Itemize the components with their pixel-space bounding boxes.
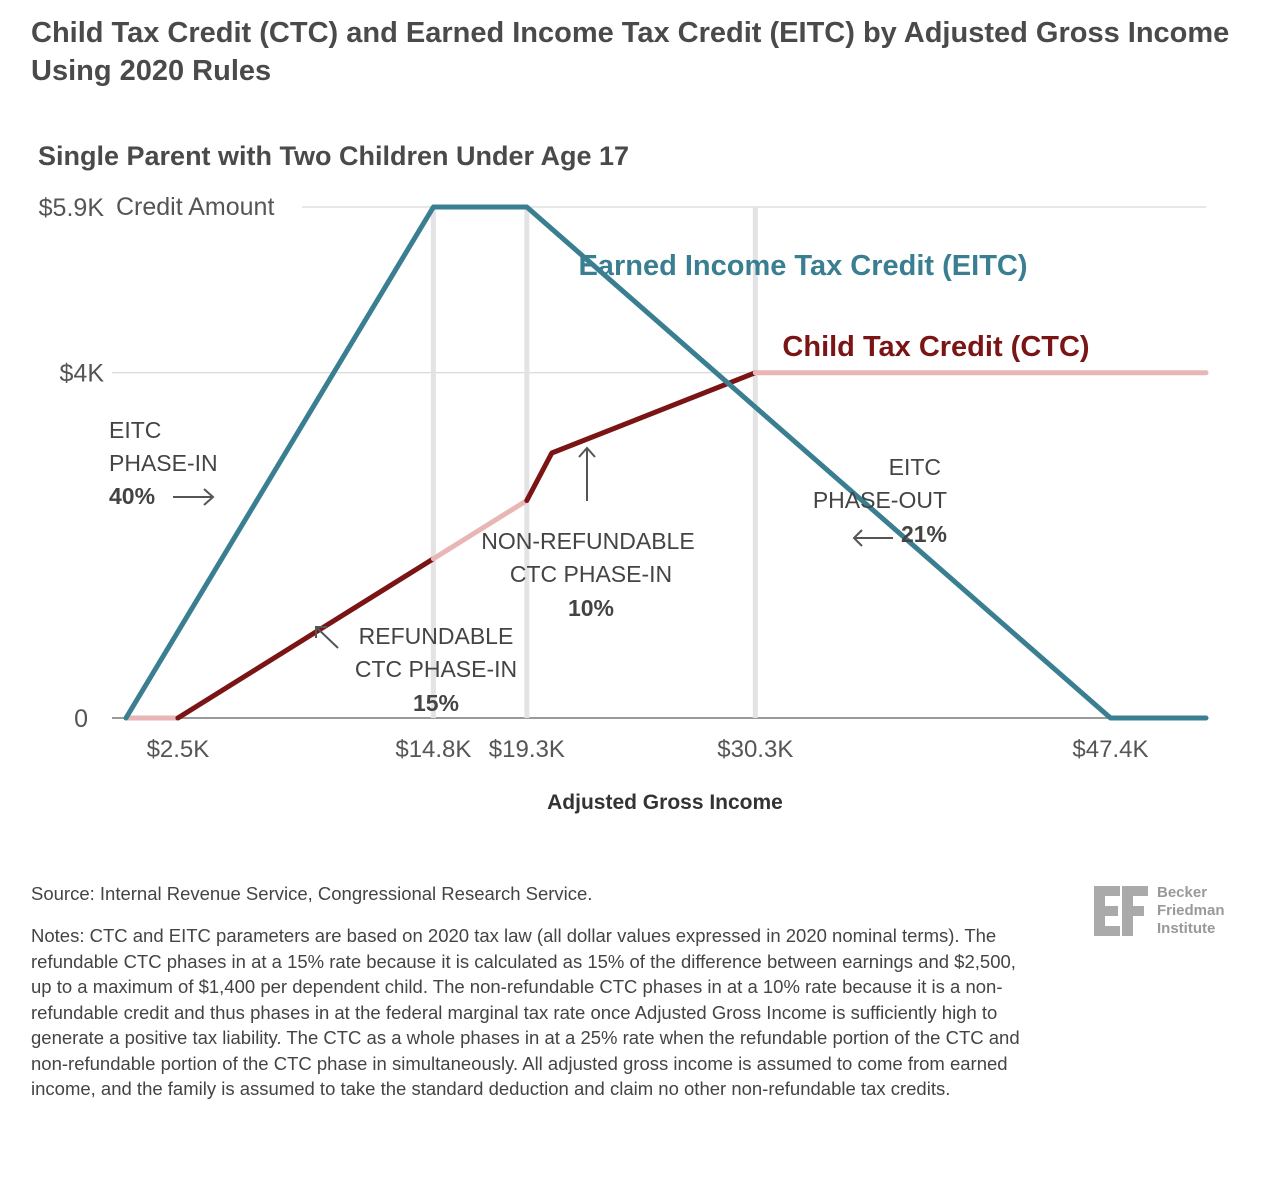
y-tick-label: $4K — [60, 360, 105, 388]
arrow-left-icon — [852, 529, 893, 547]
annotation-nonrefundable: NON-REFUNDABLE CTC PHASE-IN 10% — [481, 446, 695, 621]
eitc-phase-out-line2: PHASE-OUT — [813, 487, 947, 513]
legend-eitc: Earned Income Tax Credit (EITC) — [578, 250, 1027, 282]
chart: Single Parent with Two Children Under Ag… — [38, 141, 1209, 814]
ctc-line-segment — [524, 370, 758, 503]
annotation-refundable: REFUNDABLE CTC PHASE-IN 15% — [315, 623, 517, 716]
x-tick-labels: $2.5K $14.8K $19.3K $30.3K $47.4K — [147, 736, 1149, 763]
arrow-right-icon — [173, 488, 215, 506]
bfi-logo: Becker Friedman Institute — [1092, 882, 1262, 942]
ctc-line-segment — [175, 556, 436, 721]
logo-word-3: Institute — [1157, 920, 1216, 937]
notes-text: Notes: CTC and EITC parameters are based… — [31, 925, 1020, 1099]
y-tick-labels: 0 $4K $5.9K — [39, 194, 105, 733]
nonrefundable-line1: NON-REFUNDABLE — [481, 528, 694, 554]
annotation-eitc-phase-in: EITC PHASE-IN 40% — [109, 417, 218, 509]
x-axis-label: Adjusted Gross Income — [547, 791, 783, 814]
x-tick-label: $19.3K — [489, 736, 565, 763]
logo-word-1: Becker — [1157, 884, 1208, 901]
x-tick-label: $30.3K — [717, 736, 793, 763]
refundable-rate: 15% — [413, 690, 459, 716]
legend-ctc: Child Tax Credit (CTC) — [782, 331, 1089, 363]
eitc-phase-out-line1: EITC — [889, 454, 941, 480]
nonrefundable-line2: CTC PHASE-IN — [510, 561, 672, 587]
source-note: Source: Internal Revenue Service, Congre… — [31, 883, 593, 904]
eitc-phase-in-line2: PHASE-IN — [109, 450, 218, 476]
nonrefundable-rate: 10% — [568, 595, 614, 621]
eitc-phase-in-line1: EITC — [109, 417, 161, 443]
x-tick-label: $14.8K — [395, 736, 471, 763]
logo-word-2: Friedman — [1157, 902, 1225, 919]
eitc-phase-in-rate: 40% — [109, 483, 155, 509]
y-axis-label: Credit Amount — [116, 193, 274, 221]
x-tick-label: $2.5K — [147, 736, 210, 763]
gridlines — [112, 206, 1206, 719]
annotation-eitc-phase-out: EITC PHASE-OUT 21% — [813, 454, 947, 547]
x-tick-label: $47.4K — [1072, 736, 1148, 763]
refundable-line1: REFUNDABLE — [359, 623, 514, 649]
bfi-logo-mark — [1094, 886, 1148, 936]
ctc-line-segment — [430, 498, 530, 562]
chart-subtitle: Single Parent with Two Children Under Ag… — [38, 141, 629, 171]
series-lines — [123, 204, 1209, 721]
y-tick-label: 0 — [74, 705, 88, 733]
eitc-phase-out-rate: 21% — [901, 521, 947, 547]
arrow-up-icon — [578, 446, 596, 501]
reference-lines — [430, 207, 758, 718]
y-tick-label: $5.9K — [39, 194, 105, 222]
arrow-up-left-icon — [315, 626, 339, 649]
chart-title: Child Tax Credit (CTC) and Earned Income… — [31, 17, 1230, 87]
refundable-line2: CTC PHASE-IN — [355, 656, 517, 682]
eitc-line — [123, 204, 1209, 721]
